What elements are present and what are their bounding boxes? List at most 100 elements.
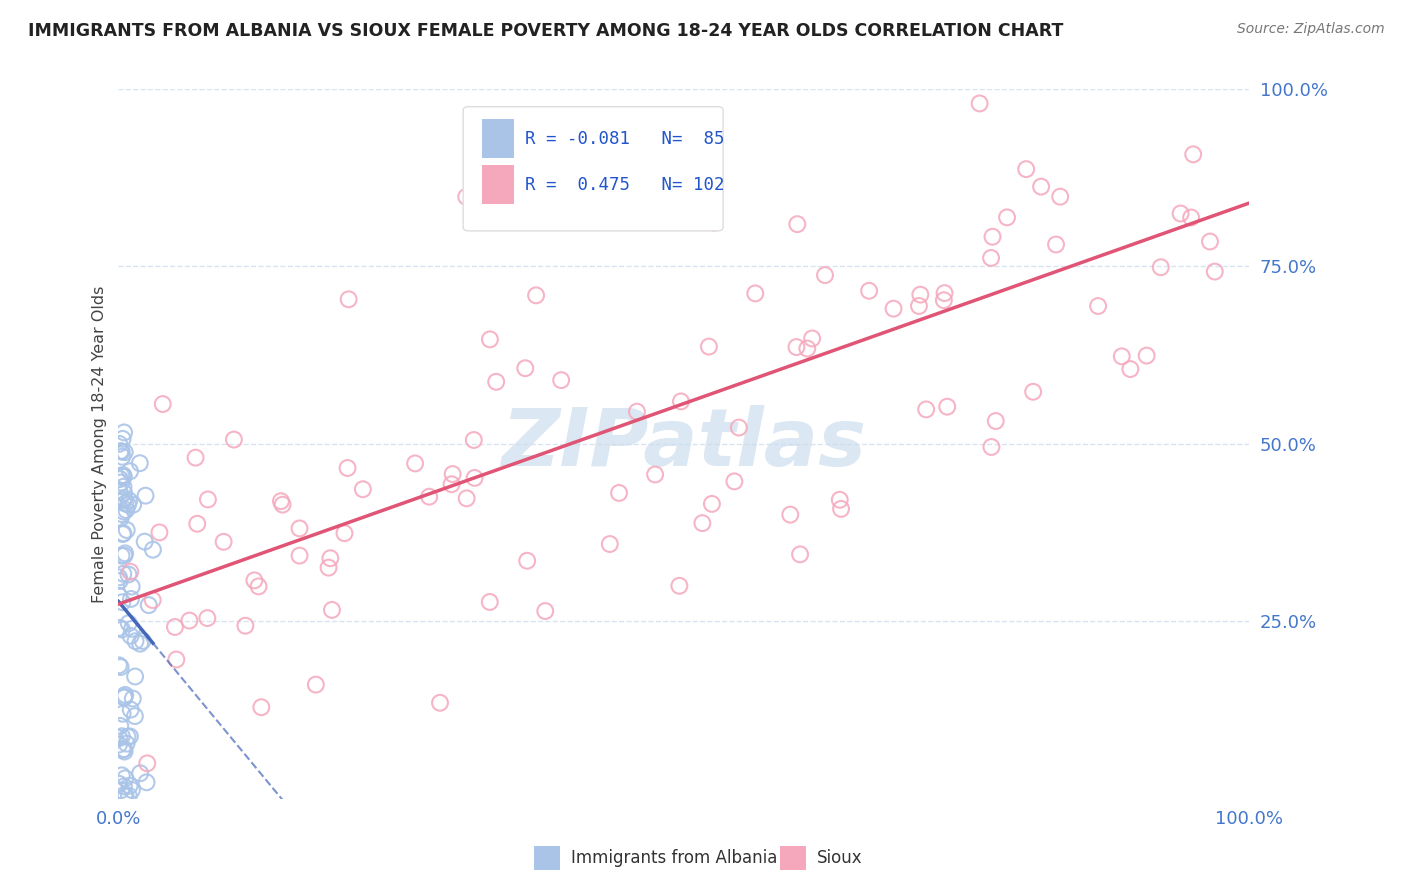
Point: [858, 284, 880, 298]
Point: [599, 537, 621, 551]
Point: [883, 301, 905, 316]
Point: [120, 464, 142, 478]
Point: [534, 604, 557, 618]
Point: [115, 737, 138, 751]
Point: [114, 788, 136, 802]
Point: [1029, 179, 1052, 194]
FancyBboxPatch shape: [482, 165, 515, 204]
Point: [179, 614, 201, 628]
Point: [288, 549, 311, 563]
Point: [124, 669, 146, 683]
Point: [112, 780, 135, 794]
Point: [114, 789, 136, 804]
Point: [910, 287, 932, 301]
Point: [936, 400, 959, 414]
Point: [134, 534, 156, 549]
Point: [118, 730, 141, 744]
Point: [121, 691, 143, 706]
Point: [114, 772, 136, 786]
Y-axis label: Female Poverty Among 18-24 Year Olds: Female Poverty Among 18-24 Year Olds: [93, 285, 107, 603]
Point: [607, 486, 630, 500]
Point: [485, 375, 508, 389]
Point: [1182, 147, 1205, 161]
Point: [112, 425, 135, 440]
Point: [995, 211, 1018, 225]
Point: [148, 525, 170, 540]
Point: [1136, 349, 1159, 363]
Point: [124, 634, 146, 648]
Point: [1084, 68, 1107, 82]
Point: [288, 521, 311, 535]
Point: [129, 637, 152, 651]
Point: [786, 217, 808, 231]
Point: [111, 623, 134, 637]
Point: [111, 432, 134, 446]
Point: [112, 690, 135, 705]
Point: [114, 496, 136, 510]
Point: [464, 471, 486, 485]
Text: Immigrants from Albania: Immigrants from Albania: [571, 848, 778, 867]
Point: [110, 719, 132, 733]
Point: [1022, 384, 1045, 399]
Point: [115, 523, 138, 537]
Point: [184, 450, 207, 465]
Point: [111, 527, 134, 541]
Point: [110, 444, 132, 458]
Point: [669, 394, 692, 409]
Point: [796, 342, 818, 356]
Point: [550, 373, 572, 387]
Point: [222, 433, 245, 447]
Point: [305, 678, 328, 692]
Point: [969, 96, 991, 111]
Point: [129, 766, 152, 780]
Point: [112, 468, 135, 483]
FancyBboxPatch shape: [463, 107, 723, 231]
Point: [456, 190, 478, 204]
Point: [785, 340, 807, 354]
Text: Source: ZipAtlas.com: Source: ZipAtlas.com: [1237, 22, 1385, 37]
Point: [1015, 162, 1038, 177]
Point: [108, 570, 131, 584]
Point: [1180, 211, 1202, 225]
Point: [110, 511, 132, 525]
Point: [744, 286, 766, 301]
Point: [980, 440, 1002, 454]
Point: [111, 729, 134, 743]
Point: [723, 475, 745, 489]
Point: [112, 491, 135, 506]
Point: [981, 229, 1004, 244]
Point: [703, 216, 725, 230]
Point: [124, 709, 146, 723]
Point: [668, 579, 690, 593]
Point: [243, 574, 266, 588]
FancyBboxPatch shape: [482, 119, 515, 158]
Point: [108, 621, 131, 635]
Point: [984, 414, 1007, 428]
Point: [186, 516, 208, 531]
Point: [337, 293, 360, 307]
Point: [121, 783, 143, 797]
Point: [165, 652, 187, 666]
Point: [142, 593, 165, 607]
Point: [117, 498, 139, 512]
Point: [108, 738, 131, 752]
Point: [131, 634, 153, 648]
Point: [111, 743, 134, 757]
Text: ZIPatlas: ZIPatlas: [501, 405, 866, 483]
Point: [112, 469, 135, 483]
Point: [463, 433, 485, 447]
Point: [110, 549, 132, 563]
Point: [418, 490, 440, 504]
Text: Sioux: Sioux: [817, 848, 862, 867]
Point: [121, 622, 143, 636]
Point: [271, 498, 294, 512]
Point: [908, 299, 931, 313]
Point: [1223, 68, 1246, 82]
Point: [456, 491, 478, 506]
Point: [117, 567, 139, 582]
Text: R = -0.081   N=  85: R = -0.081 N= 85: [526, 129, 725, 147]
Point: [108, 437, 131, 451]
Point: [440, 477, 463, 491]
Point: [728, 420, 751, 434]
Point: [114, 690, 136, 704]
